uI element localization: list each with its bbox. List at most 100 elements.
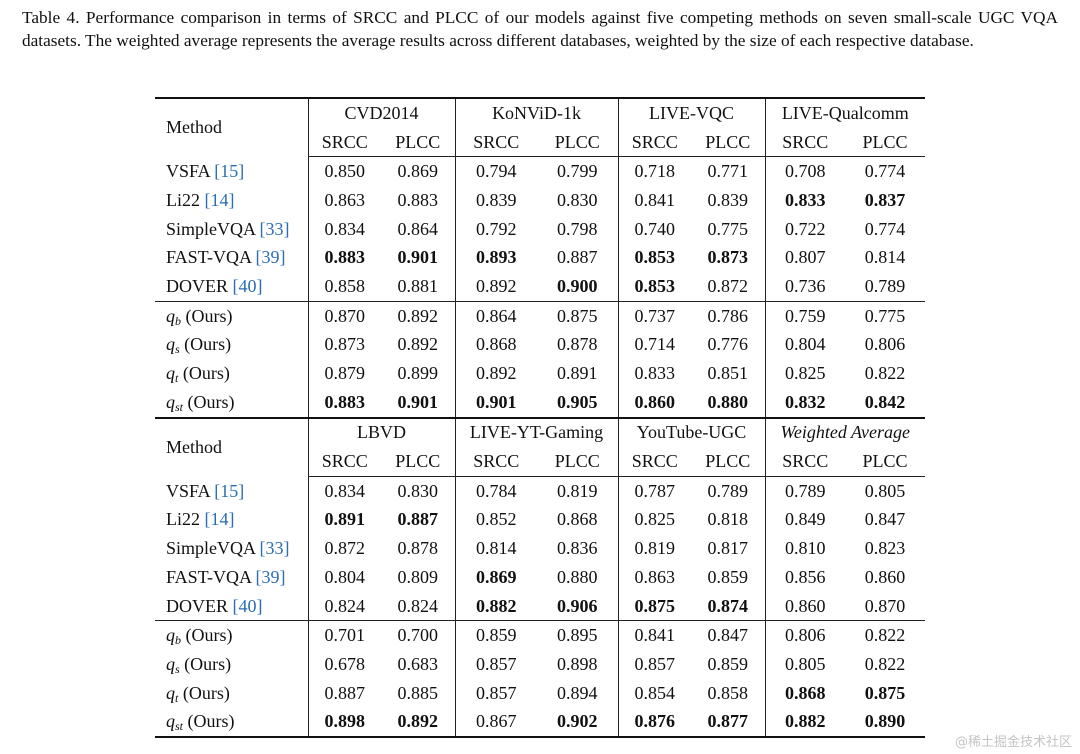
- score-cell: 0.841: [617, 186, 692, 215]
- score-cell: 0.841: [617, 620, 692, 651]
- score-cell: 0.806: [864, 334, 906, 355]
- watermark: @稀土掘金技术社区: [954, 735, 1072, 750]
- method-header: Method: [155, 416, 308, 477]
- metric-header: SRCC: [764, 447, 846, 477]
- score-cell: 0.799: [557, 161, 598, 182]
- method-cell: Li22 [14]: [155, 186, 308, 215]
- method-cell: DOVER [40]: [155, 272, 308, 301]
- score-cell: 0.805: [864, 480, 906, 501]
- score-cell: 0.825: [617, 505, 692, 535]
- dataset-header: KoNViD-1k: [454, 97, 619, 128]
- score-cell: 0.880: [707, 391, 749, 412]
- method-symbol: q: [166, 653, 175, 674]
- score-cell: 0.722: [764, 214, 846, 244]
- score-cell: 0.708: [764, 156, 846, 187]
- data-row: qst (Ours) 0.883 0.901 0.901 0.905 0.860 0.880…: [155, 387, 925, 418]
- score-cell: 0.714: [617, 330, 692, 360]
- score-cell: 0.836: [557, 538, 598, 559]
- data-row: VSFA [15] 0.834 0.830 0.784 0.819 0.787 0.789 0…: [155, 476, 925, 506]
- method-subscript: s: [175, 661, 180, 676]
- method-cell: VSFA [15]: [155, 157, 308, 186]
- score-cell: 0.786: [691, 300, 766, 331]
- method-cell: VSFA [15]: [155, 476, 308, 505]
- score-cell: 0.700: [381, 620, 456, 651]
- score-cell: 0.859: [707, 566, 749, 587]
- score-cell: 0.850: [307, 156, 381, 187]
- score-cell: 0.901: [454, 387, 538, 418]
- score-cell: 0.830: [557, 189, 598, 210]
- dataset-header: YouTube-UGC: [617, 416, 766, 448]
- score-cell: 0.736: [764, 272, 846, 302]
- citation: [15]: [214, 480, 245, 501]
- method-symbol: q: [166, 334, 175, 355]
- score-cell: 0.863: [307, 186, 381, 215]
- method-symbol: q: [166, 391, 175, 412]
- method-name: SimpleVQA: [166, 538, 256, 559]
- method-note: (Ours): [185, 305, 233, 326]
- score-cell: 0.839: [707, 189, 749, 210]
- score-cell: 0.892: [381, 300, 456, 331]
- metric-header: SRCC: [617, 447, 692, 477]
- score-cell: 0.737: [617, 300, 692, 331]
- method-name: VSFA: [166, 160, 210, 181]
- method-symbol: q: [166, 682, 175, 703]
- score-cell: 0.880: [557, 566, 598, 587]
- score-cell: 0.818: [707, 509, 749, 530]
- data-row: qs (Ours) 0.678 0.683 0.857 0.898 0.857 0.859 0…: [155, 650, 925, 679]
- data-row: FAST-VQA [39] 0.883 0.901 0.893 0.887 0.853 0.…: [155, 243, 925, 273]
- data-row: qt (Ours) 0.887 0.885 0.857 0.894 0.854 0.858 0…: [155, 678, 925, 708]
- dataset-header: LIVE-VQC: [617, 97, 766, 128]
- method-cell: FAST-VQA [39]: [155, 243, 308, 272]
- score-cell: 0.776: [707, 334, 749, 355]
- data-row: SimpleVQA [33] 0.834 0.864 0.792 0.798 0.740 0…: [155, 214, 925, 244]
- score-cell: 0.876: [617, 707, 692, 739]
- score-cell: 0.847: [691, 620, 766, 651]
- score-cell: 0.892: [381, 707, 456, 739]
- score-cell: 0.853: [617, 272, 692, 302]
- metric-header: PLCC: [537, 447, 619, 477]
- dataset-header: CVD2014: [307, 97, 456, 128]
- method-note: (Ours): [187, 711, 235, 732]
- score-cell: 0.810: [764, 534, 846, 563]
- score-cell: 0.891: [307, 505, 381, 535]
- dataset-header: LIVE-YT-Gaming: [454, 416, 619, 448]
- score-cell: 0.759: [764, 300, 846, 331]
- metric-header: PLCC: [537, 127, 619, 158]
- score-cell: 0.854: [617, 678, 692, 708]
- metric-header: SRCC: [454, 447, 538, 477]
- subheader-row: SRCC PLCC SRCC PLCC SRCC PLCC SRCC PLCC: [155, 447, 926, 477]
- score-cell: 0.901: [397, 391, 439, 412]
- metric-header: SRCC: [617, 127, 692, 158]
- method-symbol: q: [166, 305, 175, 326]
- score-cell: 0.789: [764, 476, 846, 506]
- score-cell: 0.873: [707, 247, 749, 268]
- data-row: FAST-VQA [39] 0.804 0.809 0.869 0.880 0.863 0.…: [155, 563, 925, 592]
- score-cell: 0.857: [617, 650, 692, 679]
- score-cell: 0.792: [454, 214, 538, 244]
- score-cell: 0.825: [764, 359, 846, 388]
- metric-header: PLCC: [691, 447, 766, 477]
- score-cell: 0.774: [864, 161, 906, 182]
- score-cell: 0.883: [397, 189, 439, 210]
- score-cell: 0.869: [397, 161, 439, 182]
- score-cell: 0.853: [617, 243, 692, 273]
- score-cell: 0.878: [557, 334, 598, 355]
- method-subscript: st: [175, 719, 184, 734]
- method-subscript: t: [175, 690, 179, 705]
- score-cell: 0.847: [864, 509, 906, 530]
- score-cell: 0.870: [864, 595, 906, 616]
- method-header: Method: [155, 97, 308, 157]
- method-note: (Ours): [182, 363, 230, 384]
- method-note: (Ours): [182, 682, 230, 703]
- method-cell: qt (Ours): [155, 359, 308, 388]
- data-row: qst (Ours) 0.898 0.892 0.867 0.902 0.876 0.877…: [155, 707, 926, 739]
- method-cell: qb (Ours): [155, 300, 308, 331]
- header-row: Method LBVD LIVE-YT-Gaming YouTube-UGC Weigh…: [155, 416, 926, 477]
- score-cell: 0.894: [557, 682, 598, 703]
- score-cell: 0.804: [307, 563, 381, 592]
- score-cell: 0.892: [454, 272, 538, 302]
- method-cell: DOVER [40]: [155, 592, 308, 621]
- score-cell: 0.834: [307, 476, 381, 506]
- metric-header: SRCC: [454, 127, 538, 158]
- score-cell: 0.833: [617, 359, 692, 388]
